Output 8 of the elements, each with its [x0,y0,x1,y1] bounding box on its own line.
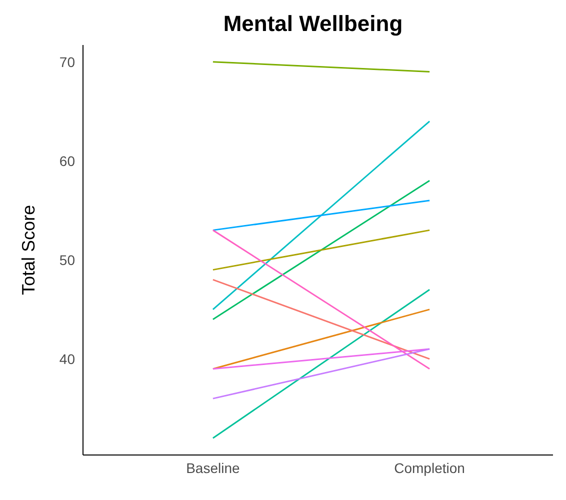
y-tick-label: 60 [59,152,76,169]
y-tick-label: 70 [59,54,76,70]
x-tick-label: Completion [394,460,465,476]
y-tick-label: 50 [59,252,76,268]
chart-title: Mental Wellbeing [222,10,404,38]
x-tick-label: Baseline [186,460,240,476]
y-axis-title: Total Score [18,204,38,296]
y-tick-label: 40 [59,350,76,367]
